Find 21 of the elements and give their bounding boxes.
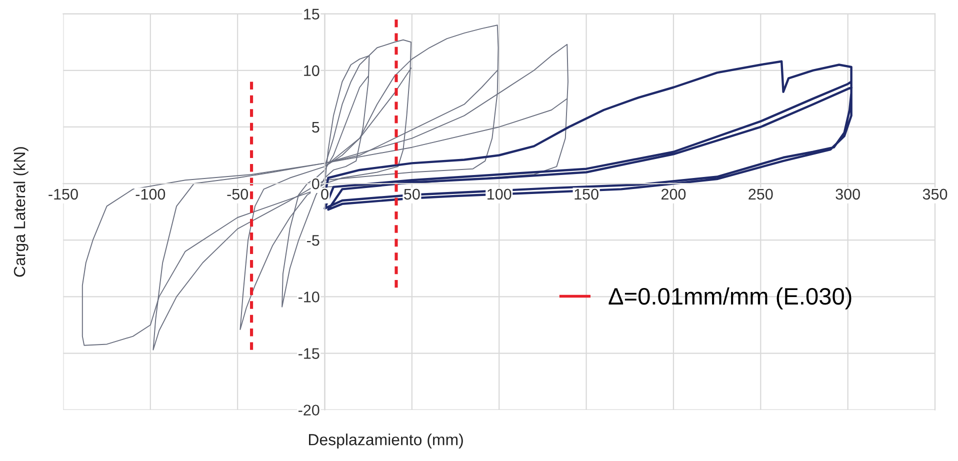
x-tick-label: -150 [48,188,78,200]
x-tick-label: -100 [136,188,166,200]
y-tick-label: 5 [312,122,320,133]
x-tick-label: 50 [404,188,420,200]
legend-label: Δ=0.01mm/mm (E.030) [608,287,852,310]
y-tick-label: -15 [298,348,320,359]
x-tick-label: 250 [748,188,773,200]
y-tick-label: 10 [304,65,320,76]
y-tick-label: -20 [298,404,320,416]
y-tick-label: -5 [306,235,320,246]
x-tick-label: 300 [836,188,860,200]
y-tick-label: 15 [304,8,320,20]
x-tick-label: 200 [662,188,686,200]
y-tick-label: 0 [312,178,320,190]
y-tick-label: -10 [298,292,320,302]
x-tick-label: 150 [574,188,598,200]
x-tick-label: 350 [922,188,948,200]
x-tick-label: -50 [227,188,248,200]
x-tick-label: 100 [488,188,512,200]
y-axis-title: Carga Lateral (kN) [13,147,28,277]
x-axis-title: Desplazamiento (mm) [308,434,463,448]
